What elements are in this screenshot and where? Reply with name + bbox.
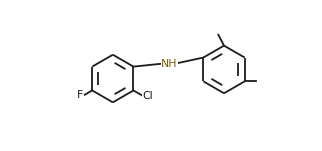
Text: Cl: Cl — [143, 91, 153, 101]
Text: F: F — [77, 90, 83, 100]
Text: NH: NH — [161, 59, 178, 69]
Text: NH: NH — [161, 59, 178, 69]
Text: F: F — [77, 90, 83, 100]
Text: Cl: Cl — [143, 91, 153, 101]
